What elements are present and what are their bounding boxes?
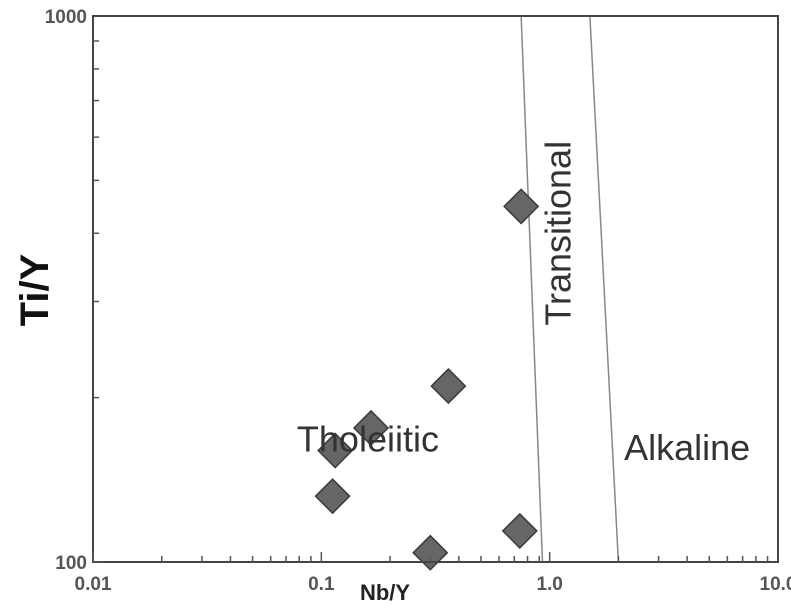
x-tick-label: 10.0 [760, 574, 791, 595]
y-tick-label: 100 [55, 553, 87, 574]
data-point [352, 409, 390, 447]
field-boundary-line [520, 15, 544, 563]
plot-area: Tholeiitic Transitional Alkaline [92, 15, 779, 571]
y-axis-tick-labels: 100 1000 [45, 7, 87, 574]
plot-frame [92, 15, 779, 563]
field-label: Transitional [537, 141, 578, 326]
x-tick-label: 0.01 [75, 574, 112, 595]
data-point [314, 478, 351, 515]
field-label: Tholeiitic [297, 418, 439, 459]
x-axis-tick-labels: 0.01 0.1 1.0 10.0 [75, 574, 791, 595]
data-point [430, 368, 467, 405]
data-point [503, 188, 540, 225]
field-boundaries [520, 15, 620, 563]
y-axis-title: Ti/Y [13, 253, 57, 326]
x-tick-label: 1.0 [536, 574, 562, 595]
y-tick-label: 1000 [45, 7, 87, 28]
axis-ticks [92, 40, 769, 563]
field-labels: Tholeiitic Transitional Alkaline [297, 141, 750, 468]
data-points [314, 188, 540, 571]
field-boundary-line [589, 15, 620, 563]
x-axis-title: Nb/Y [360, 580, 410, 605]
data-point [317, 432, 354, 469]
data-point [501, 512, 538, 549]
x-tick-label: 0.1 [308, 574, 335, 595]
data-point [412, 534, 449, 571]
field-label: Alkaline [624, 427, 750, 468]
